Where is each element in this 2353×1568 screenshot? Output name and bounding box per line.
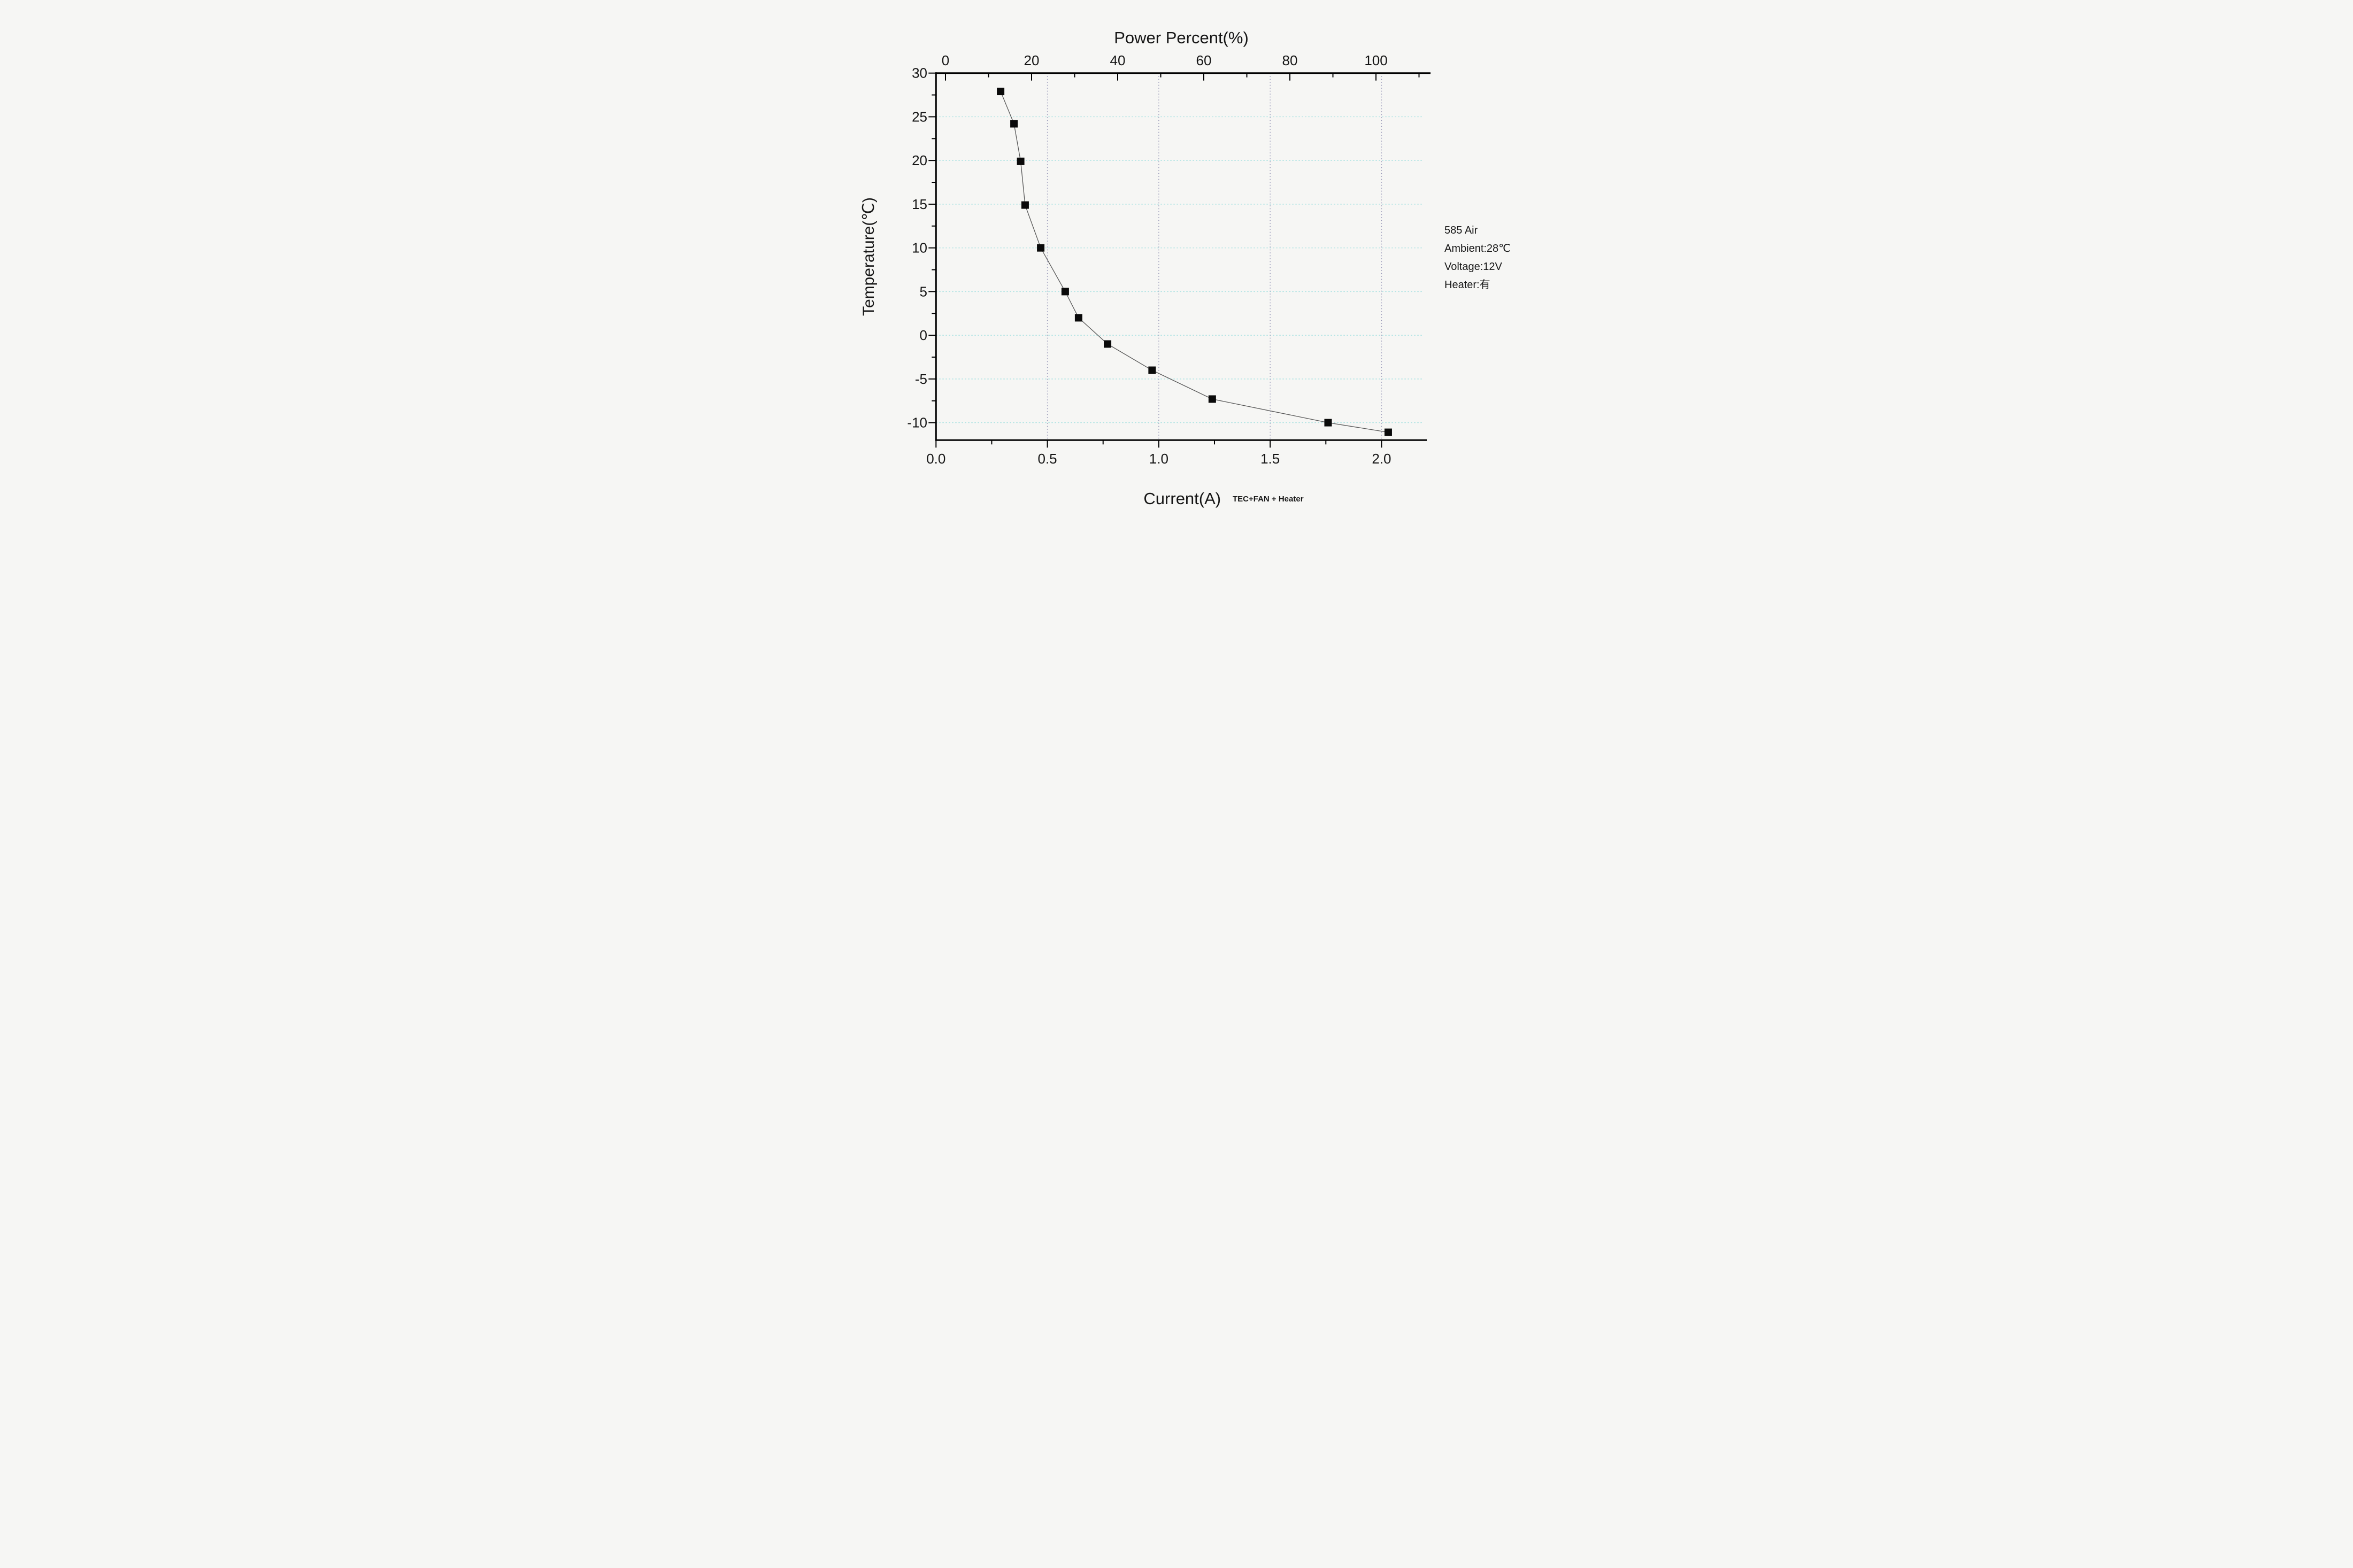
top-tick-label: 20: [1024, 52, 1039, 68]
data-point-marker: [1324, 419, 1332, 427]
data-point-marker: [1103, 340, 1111, 348]
series-line: [1000, 91, 1388, 433]
data-point-marker: [1384, 428, 1392, 436]
temperature-vs-current-chart: 0.0 0.5 1.0 1.5 2.0 30 25 20 15 10 5 0 -5 -10 0 20 40 60 8…: [860, 28, 1511, 508]
annotation-line-3: Voltage:12V: [1444, 261, 1503, 273]
axes-layer: [935, 72, 1431, 441]
data-point-marker: [1036, 244, 1044, 252]
data-point-marker: [1208, 395, 1216, 403]
x-tick-label: 1.0: [1149, 451, 1168, 467]
x-tick-label: 2.0: [1372, 451, 1391, 467]
y-tick-label: 10: [912, 240, 927, 256]
x-tick-label: 0.5: [1037, 451, 1057, 467]
annotation-line-2: Ambient:28℃: [1444, 243, 1511, 254]
top-tick-label: 40: [1110, 52, 1125, 68]
ticks-layer: 0.0 0.5 1.0 1.5 2.0 30 25 20 15 10 5 0 -5 -10 0 20 40 60 8…: [907, 52, 1420, 467]
y-tick-label: 0: [919, 327, 927, 343]
data-point-marker: [1074, 314, 1082, 322]
x-axis-title: Current(A): [1143, 489, 1221, 508]
y-tick-label: -10: [907, 415, 927, 431]
annotation-line-1: 585 Air: [1444, 225, 1478, 236]
x-axis-subtitle: TEC+FAN + Heater: [1233, 495, 1304, 504]
data-point-marker: [1010, 120, 1018, 128]
data-point-marker: [1017, 157, 1025, 165]
y-tick-label: -5: [914, 371, 927, 387]
x-axis-title-group: Current(A) TEC+FAN + Heater: [1143, 489, 1303, 508]
y-axis-title: Temperature(℃): [860, 197, 878, 316]
y-tick-label: 25: [912, 109, 927, 125]
data-series-layer: [996, 88, 1392, 436]
top-tick-label: 80: [1282, 52, 1297, 68]
top-axis-title: Power Percent(%): [1114, 28, 1249, 47]
top-tick-label: 60: [1196, 52, 1211, 68]
annotation-block: 585 Air Ambient:28℃ Voltage:12V Heater:有: [1444, 225, 1511, 291]
data-point-marker: [1148, 366, 1156, 374]
gridlines-layer: [935, 73, 1424, 441]
data-point-marker: [996, 88, 1004, 96]
y-tick-label: 15: [912, 196, 927, 212]
annotation-line-4: Heater:有: [1444, 279, 1490, 291]
data-point-marker: [1021, 201, 1029, 209]
y-tick-label: 5: [919, 283, 927, 299]
top-tick-label: 100: [1364, 52, 1387, 68]
top-tick-label: 0: [941, 52, 949, 68]
x-tick-label: 0.0: [926, 451, 945, 467]
x-tick-label: 1.5: [1260, 451, 1280, 467]
y-tick-label: 30: [912, 65, 927, 81]
data-point-marker: [1061, 288, 1069, 296]
chart-canvas: 0.0 0.5 1.0 1.5 2.0 30 25 20 15 10 5 0 -5 -10 0 20 40 60 8…: [784, 0, 1569, 523]
y-tick-label: 20: [912, 152, 927, 168]
